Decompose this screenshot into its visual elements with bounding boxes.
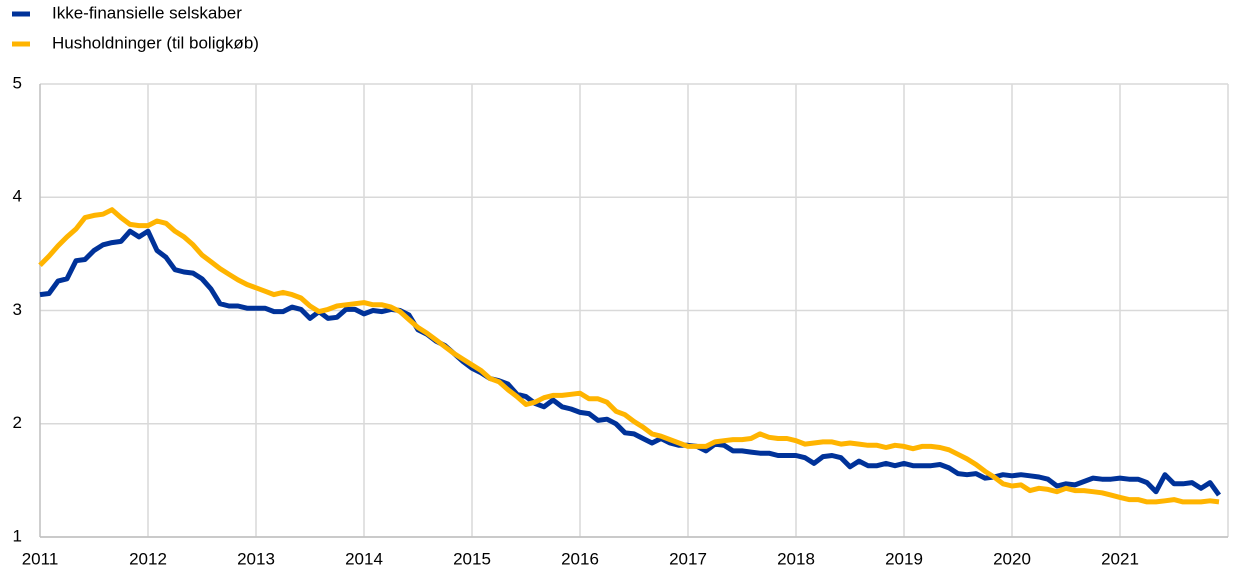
legend-label: Husholdninger (til boligkøb): [52, 33, 259, 52]
legend-label: Ikke-finansielle selskaber: [52, 3, 242, 22]
x-tick-label: 2011: [22, 549, 59, 568]
y-tick-label: 5: [13, 73, 22, 92]
x-tick-label: 2018: [777, 549, 815, 568]
x-tick-label: 2014: [345, 549, 383, 568]
x-tick-label: 2013: [237, 549, 275, 568]
y-tick-label: 1: [13, 526, 22, 545]
x-tick-label: 2017: [669, 549, 707, 568]
line-series: [38, 207, 1220, 505]
x-tick-label: 2019: [885, 549, 923, 568]
x-tick-label: 2016: [561, 549, 599, 568]
y-tick-label: 4: [13, 187, 22, 206]
x-tick-label: 2015: [453, 549, 491, 568]
x-tick-label: 2012: [129, 549, 167, 568]
y-tick-label: 3: [13, 300, 22, 319]
y-tick-label: 2: [13, 413, 22, 432]
line-series: [39, 228, 1222, 497]
x-tick-label: 2020: [993, 549, 1031, 568]
x-tick-label: 2021: [1101, 549, 1139, 568]
